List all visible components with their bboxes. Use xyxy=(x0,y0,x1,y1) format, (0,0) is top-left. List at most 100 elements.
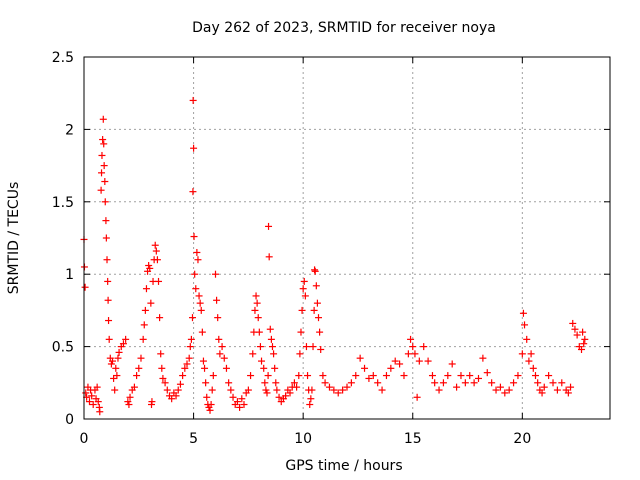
data-point xyxy=(179,372,187,380)
data-point xyxy=(540,383,548,391)
data-point xyxy=(137,354,145,362)
data-point xyxy=(212,270,219,278)
data-point xyxy=(581,335,589,343)
data-point xyxy=(82,389,90,397)
data-point xyxy=(307,395,315,403)
data-point xyxy=(514,372,522,380)
y-tick-label: 1 xyxy=(65,267,74,283)
data-point xyxy=(391,357,399,365)
data-point xyxy=(265,222,273,230)
data-point xyxy=(103,256,111,264)
data-point xyxy=(240,401,248,409)
data-point xyxy=(113,372,121,380)
data-point xyxy=(114,354,122,362)
data-point xyxy=(225,379,233,387)
x-tick-label: 15 xyxy=(404,431,422,447)
data-point xyxy=(227,386,235,394)
data-point xyxy=(125,401,133,409)
data-point xyxy=(553,386,561,394)
data-point xyxy=(317,345,325,353)
data-point xyxy=(152,247,160,255)
data-point xyxy=(191,270,199,278)
y-tick-label: 2 xyxy=(65,122,74,138)
data-point xyxy=(356,354,364,362)
data-point xyxy=(558,379,566,387)
data-point xyxy=(564,389,572,397)
data-point xyxy=(316,328,324,336)
data-point xyxy=(479,354,487,362)
data-point xyxy=(461,379,469,387)
data-point xyxy=(158,364,166,372)
data-point xyxy=(249,350,257,358)
data-point xyxy=(510,379,518,387)
data-point xyxy=(347,379,355,387)
data-point xyxy=(270,350,278,358)
data-point xyxy=(142,285,150,293)
data-point xyxy=(400,372,408,380)
data-point xyxy=(271,364,279,372)
data-point xyxy=(198,328,206,336)
data-point xyxy=(470,379,478,387)
data-point xyxy=(545,372,553,380)
data-point xyxy=(569,319,577,327)
data-point xyxy=(265,253,273,261)
data-point xyxy=(263,389,271,397)
data-point xyxy=(309,343,317,351)
data-point xyxy=(435,386,443,394)
data-point xyxy=(115,348,123,356)
y-tick-label: 2.5 xyxy=(52,50,74,66)
data-point xyxy=(483,369,491,377)
data-point xyxy=(197,306,205,314)
data-point xyxy=(378,386,386,394)
data-point xyxy=(189,96,197,104)
data-point xyxy=(157,350,165,358)
data-point xyxy=(101,198,109,206)
data-point xyxy=(523,335,531,343)
data-point xyxy=(206,406,214,414)
data-point xyxy=(286,389,294,397)
data-point xyxy=(214,314,222,322)
data-point xyxy=(521,321,529,329)
data-point xyxy=(298,306,306,314)
data-point xyxy=(293,383,301,391)
data-point xyxy=(101,178,109,186)
data-point xyxy=(448,360,456,368)
data-point xyxy=(531,372,539,380)
data-point xyxy=(365,374,373,382)
data-point xyxy=(100,140,108,148)
data-point xyxy=(534,379,542,387)
data-point xyxy=(99,115,107,123)
data-point xyxy=(525,357,533,365)
chart-title: Day 262 of 2023, SRMTID for receiver noy… xyxy=(192,20,496,36)
data-point xyxy=(260,364,268,372)
data-point xyxy=(420,343,428,351)
data-point xyxy=(233,398,241,406)
data-point xyxy=(203,393,211,401)
data-point xyxy=(312,282,320,290)
data-point xyxy=(201,364,209,372)
data-point xyxy=(319,372,327,380)
data-point xyxy=(300,277,308,285)
data-point xyxy=(126,393,134,401)
data-point xyxy=(218,343,226,351)
y-tick-label: 0.5 xyxy=(52,340,74,356)
data-point xyxy=(190,233,198,241)
data-point xyxy=(313,299,321,307)
x-tick-label: 0 xyxy=(80,431,89,447)
data-point xyxy=(302,343,310,351)
data-point xyxy=(325,383,333,391)
data-point xyxy=(308,386,316,394)
data-point xyxy=(183,360,191,368)
data-point xyxy=(396,360,404,368)
data-point xyxy=(151,241,159,249)
data-point xyxy=(290,379,298,387)
data-point xyxy=(216,350,224,358)
data-point xyxy=(407,335,415,343)
data-point xyxy=(189,188,197,196)
data-point xyxy=(519,309,527,317)
data-point xyxy=(244,386,252,394)
data-point xyxy=(343,383,351,391)
data-point xyxy=(148,398,156,406)
data-point xyxy=(261,379,269,387)
